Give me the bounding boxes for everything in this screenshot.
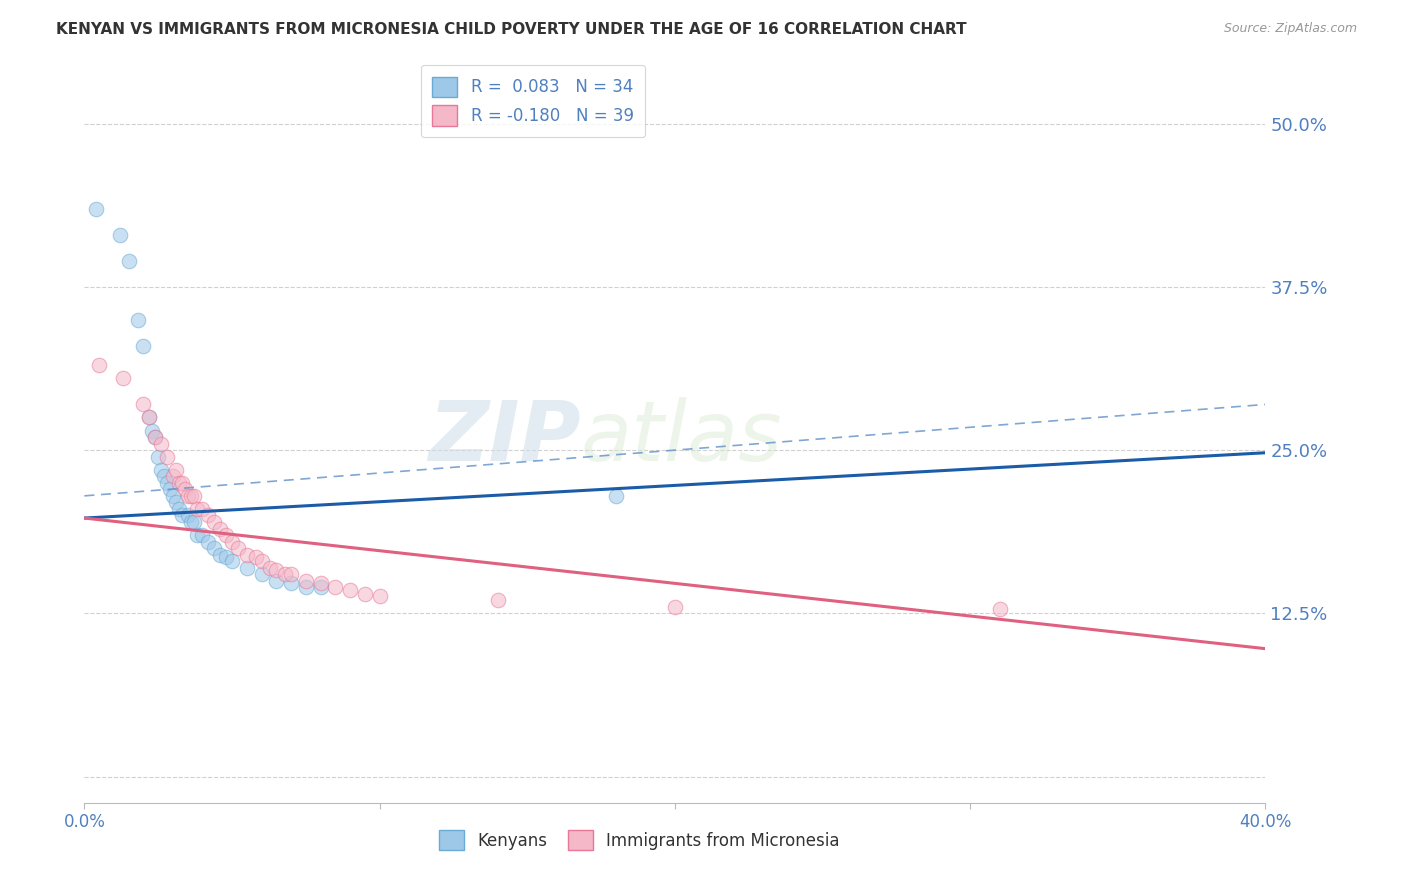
Point: [148, 450, 170, 464]
Point: [150, 463, 173, 477]
Point: [127, 312, 149, 326]
Point: [159, 483, 181, 497]
Point: [170, 475, 193, 490]
Point: [259, 560, 281, 574]
Point: [309, 580, 332, 594]
Point: [132, 397, 155, 411]
Point: [202, 541, 225, 555]
Point: [221, 534, 243, 549]
Point: [197, 508, 219, 523]
Point: [156, 475, 179, 490]
Point: [266, 563, 288, 577]
Point: [354, 587, 377, 601]
Point: [183, 489, 205, 503]
Point: [177, 489, 200, 503]
Point: [141, 424, 163, 438]
Point: [250, 554, 273, 568]
Text: ZIP: ZIP: [427, 397, 581, 477]
Point: [84, 202, 107, 216]
Point: [486, 593, 509, 607]
Point: [173, 483, 195, 497]
Point: [162, 489, 184, 503]
Point: [295, 580, 318, 594]
Point: [325, 580, 347, 594]
Point: [221, 554, 243, 568]
Point: [988, 602, 1011, 616]
Point: [156, 450, 179, 464]
Point: [664, 599, 686, 614]
Point: [202, 515, 225, 529]
Point: [295, 574, 318, 588]
Point: [162, 469, 184, 483]
Point: [118, 253, 141, 268]
Point: [368, 590, 391, 604]
Point: [138, 410, 160, 425]
Point: [180, 515, 202, 529]
Point: [215, 550, 238, 565]
Point: [236, 560, 259, 574]
Text: KENYAN VS IMMIGRANTS FROM MICRONESIA CHILD POVERTY UNDER THE AGE OF 16 CORRELATI: KENYAN VS IMMIGRANTS FROM MICRONESIA CHI…: [56, 22, 967, 37]
Point: [165, 463, 187, 477]
Point: [215, 528, 238, 542]
Point: [191, 502, 214, 516]
Point: [170, 508, 193, 523]
Point: [150, 436, 173, 450]
Point: [266, 574, 288, 588]
Point: [143, 430, 166, 444]
Point: [245, 550, 267, 565]
Point: [274, 567, 297, 582]
Point: [236, 548, 259, 562]
Text: Source: ZipAtlas.com: Source: ZipAtlas.com: [1223, 22, 1357, 36]
Point: [280, 576, 302, 591]
Point: [191, 528, 214, 542]
Point: [186, 528, 208, 542]
Point: [138, 410, 160, 425]
Point: [153, 469, 176, 483]
Point: [209, 521, 232, 535]
Point: [186, 502, 208, 516]
Point: [280, 567, 302, 582]
Point: [132, 339, 155, 353]
Point: [165, 495, 187, 509]
Point: [167, 475, 190, 490]
Point: [209, 548, 232, 562]
Point: [87, 358, 111, 372]
Text: atlas: atlas: [581, 397, 782, 477]
Point: [167, 502, 190, 516]
Point: [250, 567, 273, 582]
Point: [111, 371, 134, 385]
Point: [143, 430, 166, 444]
Point: [605, 489, 627, 503]
Point: [177, 508, 200, 523]
Point: [309, 576, 332, 591]
Point: [226, 541, 249, 555]
Point: [183, 515, 205, 529]
Point: [197, 534, 219, 549]
Point: [108, 227, 131, 242]
Point: [339, 582, 361, 597]
Point: [180, 489, 202, 503]
Legend: Kenyans, Immigrants from Micronesia: Kenyans, Immigrants from Micronesia: [429, 820, 849, 860]
